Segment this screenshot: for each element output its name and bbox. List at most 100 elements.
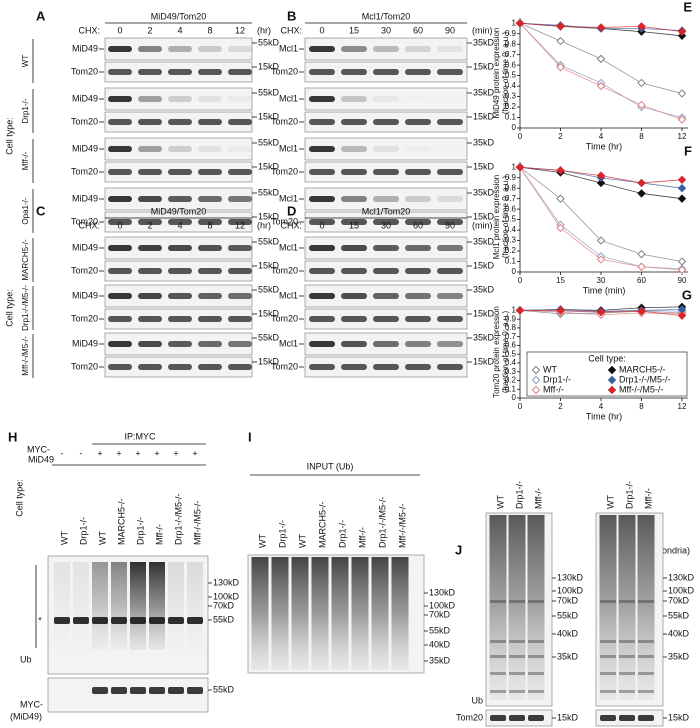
band bbox=[490, 640, 506, 643]
band bbox=[373, 364, 399, 370]
legend-marker bbox=[607, 365, 617, 375]
band bbox=[138, 316, 162, 322]
band bbox=[600, 672, 616, 675]
y-tick-label: 0.3 bbox=[505, 367, 517, 376]
data-point bbox=[637, 78, 646, 88]
band bbox=[168, 617, 184, 624]
lane-label: Mff-/- bbox=[643, 488, 653, 509]
lane-label: Drp1-/- bbox=[624, 481, 634, 509]
band bbox=[309, 69, 335, 75]
band bbox=[168, 46, 192, 52]
band bbox=[228, 119, 252, 125]
lane-label: Mff-/- bbox=[154, 524, 164, 545]
time-unit: (hr) bbox=[257, 25, 271, 35]
x-tick-label: 0 bbox=[518, 276, 523, 285]
band bbox=[309, 364, 335, 370]
data-point bbox=[596, 307, 606, 317]
size-marker: 35kD bbox=[473, 37, 495, 47]
data-point bbox=[637, 249, 646, 259]
band bbox=[198, 46, 222, 52]
y-tick-label: 0.7 bbox=[505, 332, 517, 341]
band bbox=[92, 687, 108, 694]
band bbox=[228, 46, 252, 52]
size-marker: 55kD bbox=[213, 614, 235, 624]
band bbox=[138, 146, 162, 152]
row-label: MiD49 bbox=[72, 93, 98, 103]
data-point bbox=[556, 36, 565, 46]
x-tick-label: 30 bbox=[597, 276, 606, 285]
row-label: Tom20 bbox=[271, 265, 298, 275]
x-tick-label: 4 bbox=[599, 132, 604, 141]
band bbox=[309, 196, 335, 202]
legend-marker bbox=[531, 385, 541, 395]
lane-label: Mff-/- bbox=[357, 527, 367, 548]
legend-label: MARCH5-/- bbox=[619, 364, 666, 374]
band bbox=[108, 245, 132, 251]
chx-label: CHX: bbox=[78, 25, 100, 35]
row-label: Mcl1 bbox=[279, 193, 298, 203]
y-tick-label: 0 bbox=[512, 123, 517, 132]
size-marker: 35kD bbox=[473, 137, 495, 147]
band bbox=[168, 268, 192, 274]
band bbox=[490, 600, 506, 603]
band bbox=[130, 617, 146, 624]
legend-marker bbox=[607, 385, 617, 395]
band bbox=[490, 655, 506, 658]
band bbox=[108, 169, 132, 175]
band bbox=[108, 219, 132, 225]
band bbox=[437, 219, 463, 225]
size-marker: 15kD bbox=[473, 61, 495, 71]
y-tick-label: 0.5 bbox=[505, 349, 517, 358]
band bbox=[341, 96, 367, 102]
band bbox=[228, 69, 252, 75]
row-label: Tom20 bbox=[271, 166, 298, 176]
band bbox=[198, 341, 222, 347]
band bbox=[405, 119, 431, 125]
y-axis-label: Mcl1 protein expression bbox=[492, 175, 501, 259]
x-tick-label: 0 bbox=[518, 132, 523, 141]
y-tick-label: 0.5 bbox=[505, 215, 517, 224]
data-point bbox=[677, 311, 687, 320]
lane-label: MARCH5-/- bbox=[116, 498, 126, 545]
band bbox=[108, 46, 132, 52]
size-marker: 130kD bbox=[429, 587, 456, 597]
data-point bbox=[556, 306, 565, 315]
band bbox=[228, 96, 252, 102]
band bbox=[198, 219, 222, 225]
y-tick-label: 0.3 bbox=[505, 236, 517, 245]
data-point bbox=[596, 171, 606, 180]
band bbox=[198, 268, 222, 274]
lane-label: Mff-/-/M5-/- bbox=[192, 501, 202, 545]
size-marker: 35kD bbox=[473, 284, 495, 294]
band bbox=[309, 46, 335, 52]
data-point bbox=[637, 22, 646, 31]
size-marker: 15kD bbox=[473, 308, 495, 318]
lane-label: Mff-/-/M5-/- bbox=[397, 504, 407, 548]
data-point bbox=[596, 54, 606, 64]
band bbox=[373, 146, 399, 152]
blot bbox=[47, 677, 209, 713]
band bbox=[198, 196, 222, 202]
size-marker: 55kD bbox=[213, 684, 235, 694]
x-axis-label: Time (hr) bbox=[586, 411, 622, 421]
lane-label: WT bbox=[257, 534, 267, 548]
band bbox=[341, 69, 367, 75]
band bbox=[528, 640, 544, 643]
row-label: Mcl1 bbox=[279, 242, 298, 252]
treatment-sign: + bbox=[97, 448, 102, 458]
band bbox=[111, 687, 127, 694]
lane-label: 4 bbox=[177, 25, 182, 35]
data-point bbox=[677, 183, 687, 193]
treatment-sign: + bbox=[173, 448, 178, 458]
data-point bbox=[677, 27, 687, 36]
band bbox=[138, 268, 162, 274]
band bbox=[341, 219, 367, 225]
band bbox=[638, 690, 654, 693]
band bbox=[405, 341, 431, 347]
y-tick-label: 1 bbox=[512, 162, 517, 171]
size-marker: 15kD bbox=[258, 308, 280, 318]
lane-label: WT bbox=[97, 531, 107, 545]
lane-label: 30 bbox=[381, 220, 391, 230]
blot-strip bbox=[104, 37, 253, 61]
panel-label: G bbox=[682, 287, 692, 302]
